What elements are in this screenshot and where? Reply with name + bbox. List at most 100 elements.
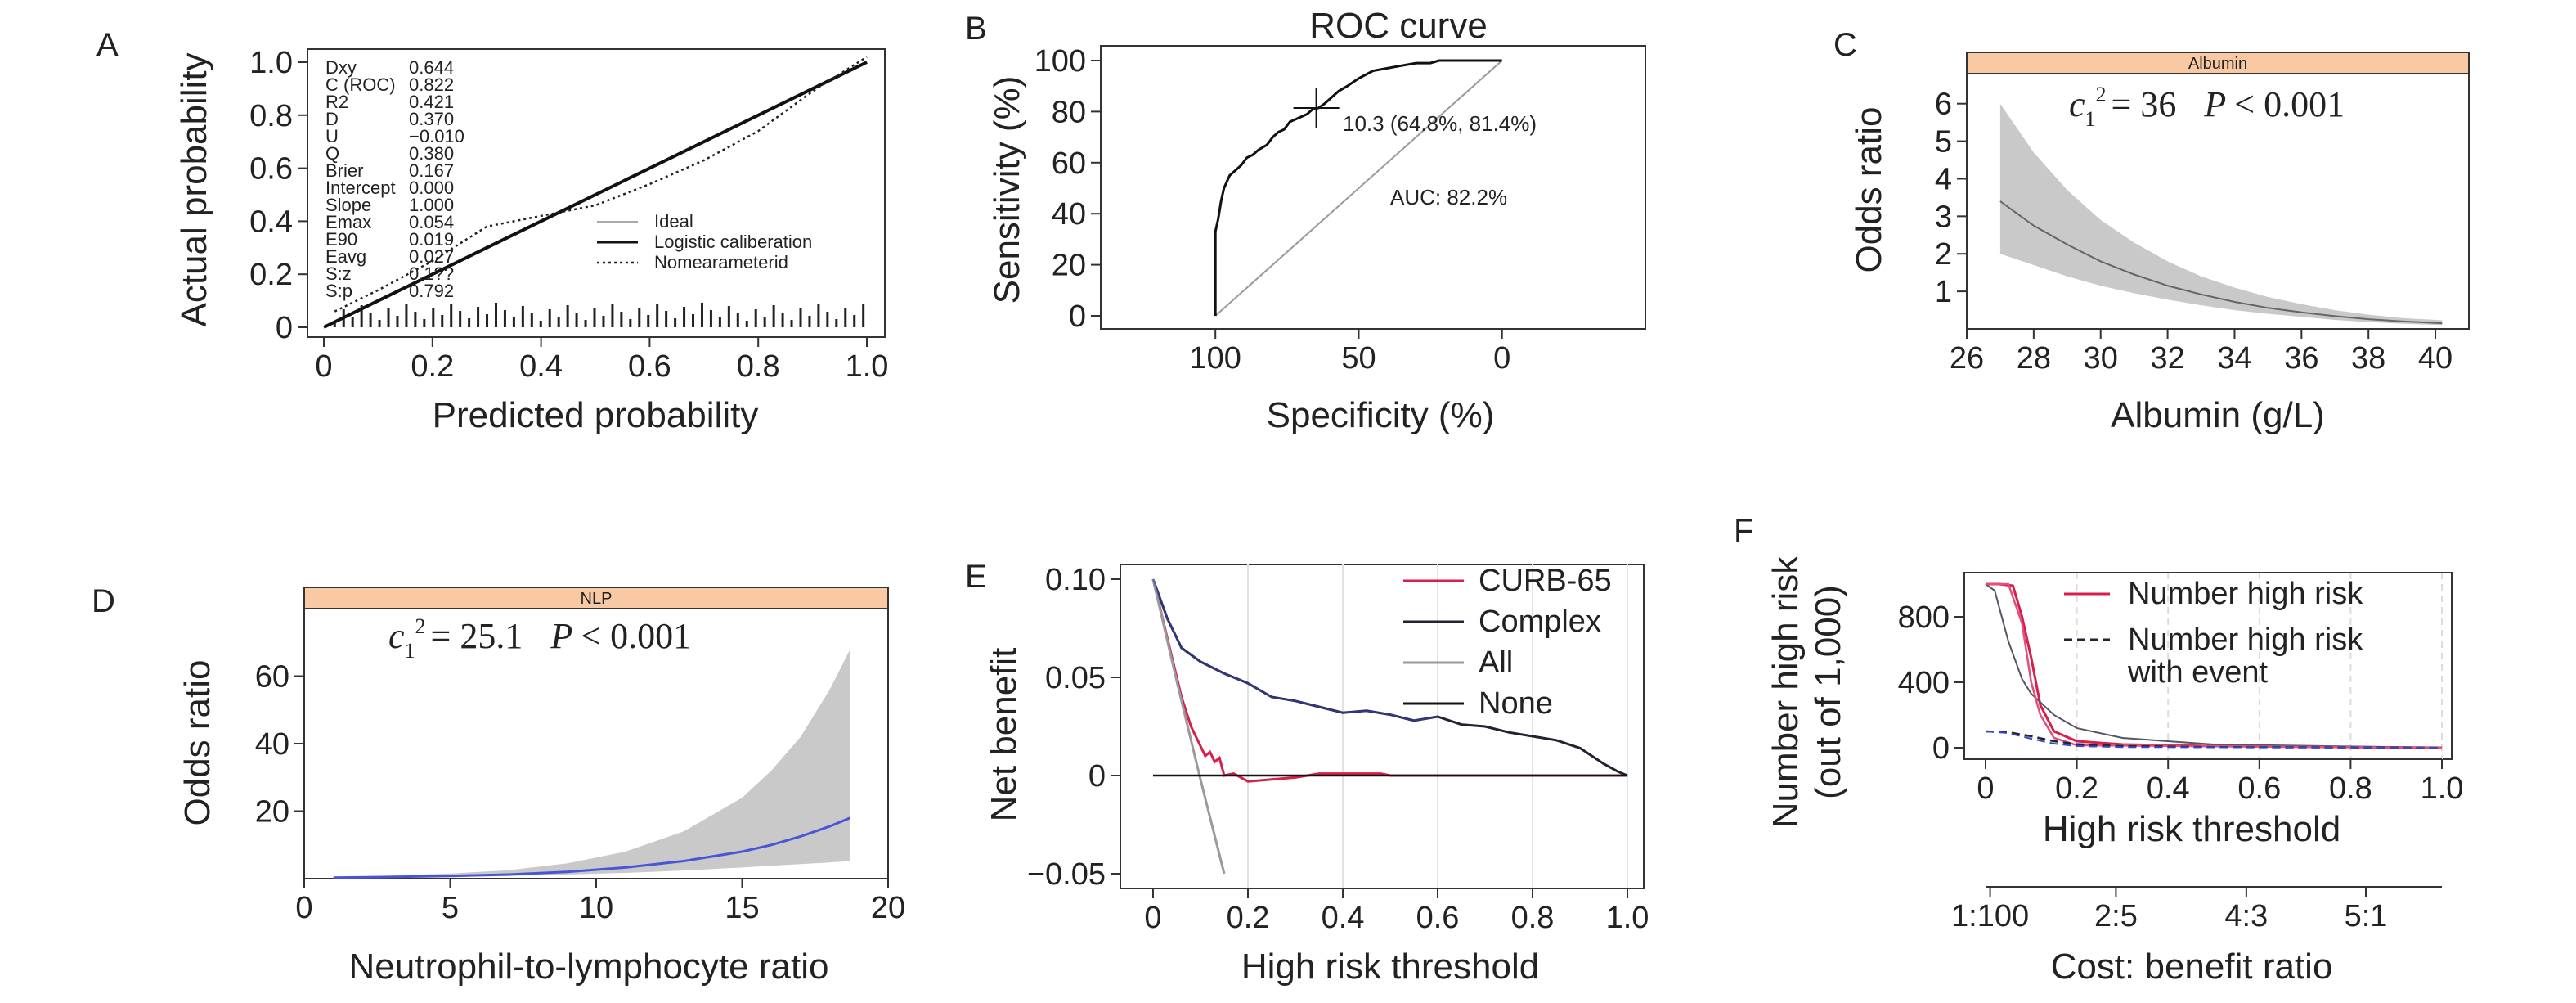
panel-a-xlabel: Predicted probability — [433, 395, 759, 435]
panel-b-ylabel: Sensitivity (%) — [987, 76, 1027, 304]
panel-c-plot — [1999, 103, 2443, 326]
panel-d-x-tick-label: 15 — [725, 891, 759, 925]
panel-b-title: ROC curve — [1309, 6, 1488, 46]
panel-a-stat-name: E90 — [325, 229, 357, 250]
panel-a-x-tick-label: 1.0 — [846, 349, 889, 384]
panel-a-stat-value: 0.1?? — [409, 263, 454, 284]
panel-a-y-tick-label: 0 — [276, 311, 293, 345]
panel-a: A 0 0.2 0.4 0.6 0.8 1.0 0 0.2 0.4 0.6 0.8 1.0 Predi… — [96, 27, 888, 435]
panel-a-stat-name: Emax — [325, 212, 371, 232]
panel-c-x-tick-label: 34 — [2217, 341, 2251, 376]
panel-a-stat-value: 0.421 — [409, 92, 454, 112]
panel-d-x-tick-label: 5 — [442, 891, 459, 925]
panel-f-y-tick-label: 0 — [1932, 731, 1950, 766]
panel-a-stat-name: S:p — [325, 281, 352, 301]
panel-f-axes: 0 0.2 0.4 0.6 0.8 1.0 0 400 800 — [1898, 572, 2463, 806]
panel-c-ylabel: Odds ratio — [1849, 107, 1889, 273]
panel-b-frame — [1100, 45, 1646, 330]
panel-f-series-number-high-risk-model-3- — [1986, 582, 2443, 749]
panel-c-or-line — [1999, 200, 2443, 325]
panel-a-logistic-line — [323, 61, 868, 329]
panel-b-x-tick-label: 0 — [1493, 341, 1510, 376]
panel-b-y-tick-label: 80 — [1052, 95, 1086, 129]
panel-a-stat-value: 1.000 — [409, 195, 454, 215]
panel-letter-a: A — [96, 27, 119, 63]
panel-f-cost-tick-label: 1:100 — [1951, 899, 2029, 933]
panel-b-cutoff-label: 10.3 (64.8%, 81.4%) — [1343, 111, 1537, 136]
panel-f-cost-tick-label: 4:3 — [2224, 899, 2268, 933]
panel-c-y-tick-label: 6 — [1935, 88, 1952, 122]
panel-c-chisq-stat: c12 = 36 P < 0.001 — [2069, 83, 2345, 131]
panel-a-stat-value: −0.010 — [409, 126, 464, 146]
panel-a-legend-label: Ideal — [654, 211, 693, 232]
panel-f-series-number-high-risk-with-event-model-2- — [1985, 731, 2443, 749]
panel-a-stat-name: Q — [325, 143, 339, 164]
panel-d-axes: 0 5 10 15 20 20 40 60 — [255, 608, 905, 925]
panel-a-y-tick-label: 0.8 — [249, 99, 293, 133]
panel-e-y-tick-label: 0.05 — [1045, 661, 1106, 695]
panel-letter-d: D — [92, 583, 115, 619]
panel-b: B ROC curve 100 50 0 0 20 40 60 80 100 Specifici… — [965, 6, 1646, 435]
panel-d-strip — [303, 587, 889, 609]
panel-a-stat-name: U — [325, 126, 339, 146]
panel-d-y-tick-label: 60 — [255, 660, 289, 695]
panel-b-x-tick-label: 100 — [1190, 341, 1241, 376]
panel-a-x-tick-label: 0.2 — [411, 349, 454, 384]
panel-e-legend-label: All — [1479, 645, 1513, 680]
panel-a-x-tick-label: 0.4 — [519, 349, 563, 384]
panel-e-ylabel: Net benefit — [984, 648, 1024, 822]
panel-f-x-tick-label: 0.8 — [2329, 771, 2372, 806]
panel-a-y-tick-label: 0.4 — [249, 205, 293, 239]
panel-letter-f: F — [1734, 513, 1753, 549]
panel-c-x-tick-label: 32 — [2150, 341, 2184, 376]
panel-c-ci-band — [1999, 103, 2443, 326]
panel-f-series-number-high-risk-model-2- — [1985, 583, 2443, 749]
panel-a-stat-value: 0.644 — [409, 57, 454, 78]
panel-e-x-tick-label: 0.8 — [1511, 901, 1555, 935]
panel-a-stat-value: 0.027 — [409, 246, 454, 267]
panel-a-stat-name: Intercept — [325, 178, 396, 198]
panel-e-x-tick-label: 0.4 — [1322, 901, 1365, 935]
panel-f-cost-tick-label: 2:5 — [2094, 899, 2138, 933]
panel-b-y-tick-label: 20 — [1052, 249, 1086, 283]
panel-e-x-tick-label: 0.2 — [1227, 901, 1270, 935]
panel-e-x-tick-label: 0.6 — [1416, 901, 1460, 935]
panel-a-x-tick-label: 0 — [315, 349, 332, 384]
panel-c-y-tick-label: 5 — [1935, 125, 1952, 160]
panel-c-x-tick-label: 40 — [2418, 341, 2453, 376]
panel-a-stat-name: R2 — [325, 92, 348, 112]
panel-b-y-tick-label: 100 — [1034, 44, 1086, 79]
panel-d: D NLP 0 5 10 15 20 20 40 60 c12 = 25.1 P < 0.001 N… — [92, 583, 905, 987]
panel-c-y-tick-label: 2 — [1935, 237, 1952, 272]
panel-a-stat-value: 0.054 — [409, 212, 454, 232]
panel-d-ylabel: Odds ratio — [177, 660, 218, 826]
panel-e-legend: CURB-65 Complex All None — [1403, 564, 1612, 721]
panel-c-y-tick-label: 4 — [1935, 162, 1952, 196]
panel-d-strip-label: NLP — [581, 590, 613, 608]
panel-c-y-tick-label: 3 — [1935, 200, 1952, 234]
panel-b-y-tick-label: 60 — [1052, 146, 1086, 181]
panel-f-y-tick-label: 800 — [1898, 600, 1950, 635]
panel-a-axes: 0 0.2 0.4 0.6 0.8 1.0 0 0.2 0.4 0.6 0.8 1.0 — [249, 46, 888, 384]
panel-d-xlabel: Neutrophil-to-lymphocyte ratio — [349, 947, 829, 987]
panel-b-plot — [1214, 59, 1503, 317]
panel-d-ci-band — [333, 649, 850, 879]
panel-b-diagonal — [1214, 60, 1503, 317]
panel-c-x-tick-label: 28 — [2017, 341, 2051, 376]
panel-e-complex-tint — [1152, 578, 1438, 722]
panel-b-xlabel: Specificity (%) — [1267, 395, 1495, 435]
panel-a-stat-value: 0.000 — [409, 178, 454, 198]
panel-letter-b: B — [965, 11, 987, 47]
panel-e-axes: 0 0.2 0.4 0.6 0.8 1.0 −0.05 0 0.05 0.10 — [1027, 563, 1649, 935]
panel-a-stat-value: 0.167 — [409, 160, 454, 181]
panel-a-stat-name: Slope — [325, 195, 371, 215]
panel-e-y-tick-label: 0.10 — [1045, 563, 1106, 597]
panel-d-x-tick-label: 10 — [579, 891, 613, 925]
panel-f-x-tick-label: 0.4 — [2147, 771, 2190, 806]
panel-e-legend-label: Complex — [1479, 605, 1601, 639]
panel-e-x-tick-label: 0 — [1144, 901, 1161, 935]
panel-b-x-tick-label: 50 — [1341, 341, 1376, 376]
panel-a-stat-value: 0.370 — [409, 109, 454, 129]
